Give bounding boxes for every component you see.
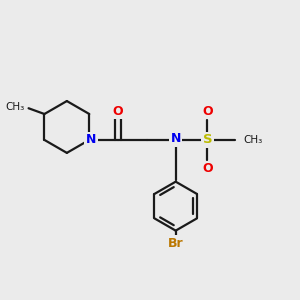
Text: N: N xyxy=(170,132,181,145)
Text: O: O xyxy=(202,162,213,175)
Text: S: S xyxy=(202,134,212,146)
Text: N: N xyxy=(85,134,96,146)
Text: O: O xyxy=(113,105,123,118)
Text: O: O xyxy=(202,105,213,118)
Text: CH₃: CH₃ xyxy=(243,135,262,145)
Text: CH₃: CH₃ xyxy=(5,102,24,112)
Text: Br: Br xyxy=(168,237,184,250)
